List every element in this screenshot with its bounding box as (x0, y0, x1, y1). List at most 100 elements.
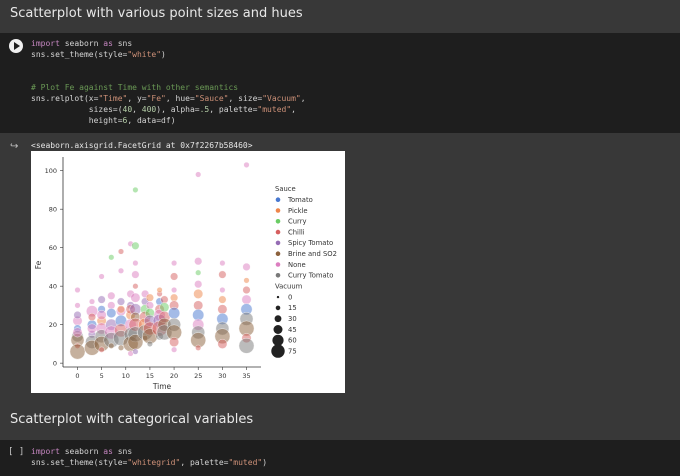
code-editor[interactable]: import seaborn as sns sns.set_theme(styl… (31, 38, 306, 126)
legend-marker (275, 229, 281, 235)
data-point (159, 302, 170, 313)
data-point (218, 270, 227, 279)
legend-marker (275, 219, 281, 224)
data-point (88, 312, 97, 321)
chart-area: 0 20 40 60 80 100 0 5 10 15 20 25 30 35 Time Fe Sauce Tom… (31, 151, 345, 393)
data-point (130, 292, 141, 303)
data-point (96, 310, 107, 320)
y-tick-label: 20 (49, 321, 57, 329)
data-point (145, 301, 154, 310)
legend-size-marker (276, 295, 280, 299)
data-point (243, 161, 250, 168)
data-point (117, 267, 124, 274)
data-point (117, 344, 124, 351)
data-point (87, 323, 97, 334)
x-tick-label: 15 (146, 372, 154, 380)
data-point (106, 308, 117, 319)
data-point (132, 348, 139, 355)
y-tick-label: 100 (45, 167, 57, 175)
data-point (132, 186, 139, 193)
x-tick-label: 5 (100, 372, 104, 380)
code-line: import seaborn as sns (31, 39, 133, 48)
data-point (108, 254, 115, 261)
code-line: sns.set_theme(style="white") (31, 50, 166, 59)
data-point (170, 293, 179, 302)
data-point (195, 344, 202, 351)
data-point (131, 241, 140, 250)
data-point (73, 310, 82, 319)
data-point (117, 248, 124, 255)
data-point (194, 280, 203, 289)
code-line: sns.set_theme(style="whitegrid", palette… (31, 458, 268, 467)
data-point (89, 298, 96, 305)
y-tick-label: 0 (53, 360, 57, 368)
output-icon[interactable]: ↪ (10, 141, 19, 152)
code-cell-1[interactable]: import seaborn as sns sns.set_theme(styl… (0, 33, 680, 133)
data-point (132, 283, 139, 290)
data-point (217, 338, 228, 349)
data-point (238, 337, 255, 354)
legend-title: Sauce (275, 185, 296, 193)
data-point (98, 346, 105, 353)
code-editor[interactable]: import seaborn as sns sns.set_theme(styl… (31, 446, 267, 468)
data-point (131, 270, 140, 279)
legend-size-marker (275, 305, 281, 311)
data-point (116, 305, 125, 314)
data-point (193, 300, 204, 311)
legend-label: Brine and SO2 (288, 250, 337, 258)
legend-label: Tomato (287, 196, 313, 204)
data-point (74, 286, 81, 293)
data-point (195, 171, 202, 178)
run-cell-button[interactable]: [ ] (8, 447, 25, 457)
code-comment: # Plot Fe against Time with other semant… (31, 83, 239, 92)
data-point (170, 272, 179, 281)
data-point (146, 340, 153, 347)
data-point (242, 262, 251, 271)
legend-label: Chilli (288, 228, 305, 236)
legend-label: 15 (288, 304, 297, 312)
data-point (171, 260, 178, 267)
data-point (116, 297, 125, 306)
legend-size-marker (274, 315, 282, 323)
section-heading-1: Scatterplot with various point sizes and… (10, 6, 303, 21)
code-cell-2[interactable]: [ ] import seaborn as sns sns.set_theme(… (0, 440, 680, 476)
legend-marker (275, 197, 281, 202)
data-point (171, 286, 178, 293)
legend-marker (275, 251, 281, 256)
data-point (98, 273, 105, 280)
data-point (194, 257, 203, 266)
data-point (219, 260, 226, 267)
x-tick-label: 35 (242, 372, 250, 380)
legend-label: Curry Tomato (288, 272, 333, 280)
y-tick-label: 80 (49, 206, 57, 214)
x-tick-label: 10 (122, 372, 130, 380)
legend-label: 60 (288, 337, 297, 345)
data-point (107, 291, 116, 300)
data-point (160, 295, 169, 304)
data-point (74, 302, 81, 309)
data-point (241, 294, 252, 305)
data-point (132, 260, 139, 267)
y-axis-label: Fe (34, 260, 43, 269)
data-point (69, 343, 86, 360)
code-line: sizes=(40, 400), alpha=.5, palette="mute… (31, 105, 296, 114)
legend-title: Vacuum (275, 282, 303, 290)
data-point (242, 285, 251, 294)
code-line: sns.relplot(x="Time", y="Fe", hue="Sauce… (31, 94, 306, 103)
legend-label: Pickle (288, 207, 308, 215)
legend-marker (275, 208, 281, 213)
legend-label: 30 (288, 315, 297, 323)
legend-label: 75 (288, 347, 297, 355)
data-point (195, 269, 202, 276)
data-point (168, 307, 181, 320)
x-tick-label: 30 (218, 372, 226, 380)
output-text: <seaborn.axisgrid.FacetGrid at 0x7f2267b… (31, 141, 253, 150)
data-point (218, 295, 227, 304)
legend-label: Spicy Tomato (288, 239, 333, 247)
x-tick-label: 20 (170, 372, 178, 380)
legend-label: Curry (288, 218, 307, 226)
data-point (107, 301, 116, 310)
x-axis-label: Time (152, 382, 172, 391)
data-point (219, 286, 226, 293)
run-cell-button[interactable] (9, 39, 23, 53)
